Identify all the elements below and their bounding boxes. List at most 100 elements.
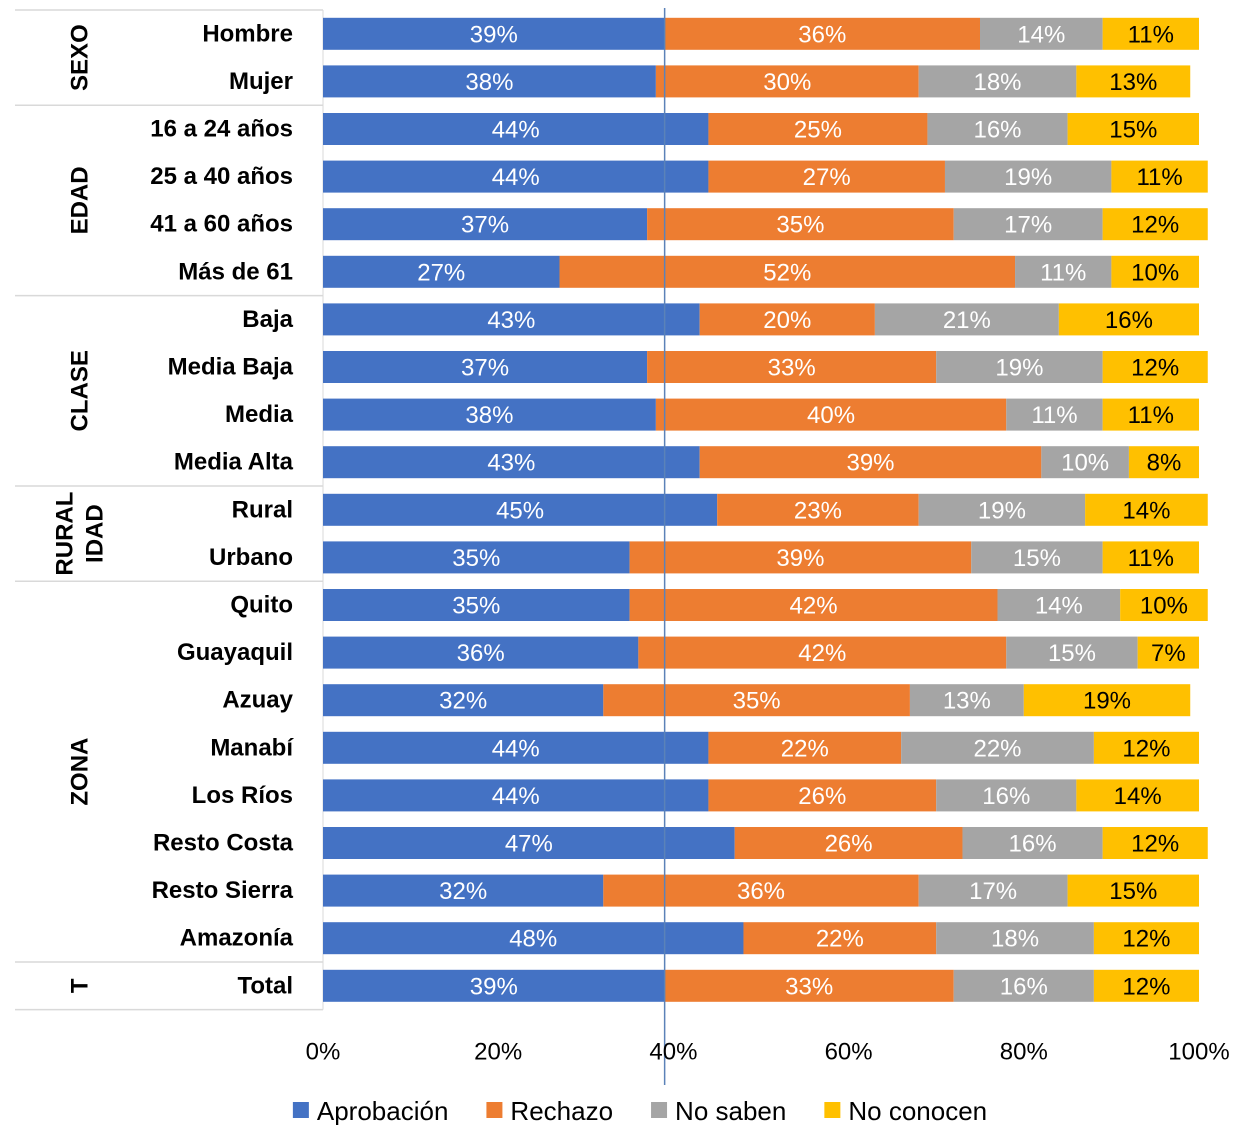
bar-rechazo-resto-costa — [734, 827, 963, 859]
data-label-no-saben-amazonia: 18% — [991, 926, 1039, 953]
data-label-aprobacion-mujer: 38% — [465, 69, 513, 96]
bar-no-saben-mujer — [918, 65, 1077, 98]
group-label-rural-idad-line-2: IDAD — [82, 504, 109, 563]
data-label-no-saben-media-alta: 10% — [1061, 450, 1109, 477]
bar-no-saben-amazonia — [936, 922, 1094, 955]
data-label-no-saben-25-a-40-anos: 19% — [1004, 164, 1052, 191]
data-label-aprobacion-rural: 45% — [496, 497, 544, 524]
data-label-aprobacion-media: 38% — [465, 402, 513, 429]
data-label-no-conocen-41-a-60-anos: 12% — [1131, 212, 1179, 239]
data-label-aprobacion-total: 39% — [470, 973, 518, 1000]
bar-no-conocen-quito — [1120, 589, 1208, 621]
data-label-rechazo-41-a-60-anos: 35% — [776, 212, 824, 239]
bar-no-conocen-mujer — [1076, 65, 1191, 98]
row-label-resto-sierra: Resto Sierra — [152, 877, 294, 904]
data-label-aprobacion-baja: 43% — [487, 307, 535, 334]
bar-aprobacion-amazonia — [323, 922, 744, 955]
row-label-hombre: Hombre — [202, 20, 293, 47]
bar-segments: 39% 36% 14% 11% 38% 30% 18% 13% 44% 25% 16% 15% 44% 2… — [323, 17, 1208, 1002]
bar-no-saben-rural — [918, 493, 1086, 526]
data-label-no-conocen-guayaquil: 7% — [1151, 640, 1186, 667]
bar-no-saben-los-rios — [936, 779, 1077, 812]
bar-aprobacion-resto-costa — [323, 827, 735, 859]
data-label-no-conocen-total: 12% — [1122, 973, 1170, 1000]
data-label-rechazo-25-a-40-anos: 27% — [803, 164, 851, 191]
data-label-rechazo-amazonia: 22% — [816, 926, 864, 953]
bar-aprobacion-rural — [323, 493, 718, 526]
row-label-guayaquil: Guayaquil — [177, 639, 293, 666]
row-label-manabi: Manabí — [210, 734, 294, 761]
bar-rechazo-baja — [699, 303, 875, 336]
bar-rechazo-media-alta — [699, 446, 1042, 479]
data-label-no-conocen-media: 11% — [1128, 402, 1174, 429]
bar-no-conocen-guayaquil — [1137, 636, 1199, 669]
group-label-t: T — [67, 978, 94, 993]
data-label-no-conocen-25-a-40-anos: 11% — [1136, 164, 1182, 191]
data-label-no-conocen-quito: 10% — [1140, 593, 1188, 620]
bar-no-conocen-urbano — [1102, 541, 1199, 574]
data-label-rechazo-los-rios: 26% — [798, 783, 846, 810]
data-label-aprobacion-resto-costa: 47% — [505, 831, 553, 858]
row-labels: Hombre Mujer 16 a 24 años 25 a 40 años 41 a … — [150, 20, 294, 999]
bar-aprobacion-total — [323, 969, 665, 1002]
data-label-no-conocen-16-a-24-anos: 15% — [1109, 117, 1157, 144]
x-tick-label: 0% — [306, 1039, 341, 1066]
data-label-no-conocen-media-alta: 8% — [1147, 450, 1182, 477]
data-label-rechazo-guayaquil: 42% — [798, 640, 846, 667]
data-label-no-conocen-manabi: 12% — [1122, 735, 1170, 762]
data-label-no-conocen-baja: 16% — [1105, 307, 1153, 334]
bar-no-saben-hombre — [980, 17, 1103, 50]
data-label-aprobacion-manabi: 44% — [492, 735, 540, 762]
bar-rechazo-quito — [629, 589, 998, 621]
data-label-aprobacion-azuay: 32% — [439, 688, 487, 715]
bar-rechazo-los-rios — [708, 779, 937, 812]
data-label-no-conocen-azuay: 19% — [1083, 688, 1131, 715]
row-label-baja: Baja — [242, 306, 293, 333]
row-label-mas-de-61: Más de 61 — [178, 258, 293, 285]
row-label-amazonia: Amazonía — [180, 925, 294, 952]
row-label-los-rios: Los Ríos — [192, 782, 293, 809]
bar-aprobacion-guayaquil — [323, 636, 639, 669]
bar-aprobacion-16-a-24-anos — [323, 113, 709, 145]
data-label-no-conocen-urbano: 11% — [1128, 545, 1174, 572]
bar-no-conocen-41-a-60-anos — [1102, 208, 1208, 241]
group-label-edad: EDAD — [67, 166, 94, 234]
row-label-media-baja: Media Baja — [168, 354, 294, 381]
legend-swatch-no-saben — [651, 1102, 668, 1118]
bar-no-saben-quito — [997, 589, 1121, 621]
legend-label-no-conocen: No conocen — [848, 1096, 987, 1125]
bar-no-saben-resto-sierra — [918, 874, 1068, 907]
bar-aprobacion-41-a-60-anos — [323, 208, 648, 241]
data-label-no-saben-16-a-24-anos: 16% — [973, 117, 1021, 144]
x-tick-label: 80% — [1000, 1039, 1048, 1066]
bar-rechazo-mas-de-61 — [559, 255, 1016, 288]
bar-rechazo-manabi — [708, 731, 902, 764]
data-label-no-saben-baja: 21% — [943, 307, 991, 334]
bar-aprobacion-hombre — [323, 17, 665, 50]
bar-aprobacion-media-baja — [323, 351, 648, 383]
data-label-no-conocen-los-rios: 14% — [1114, 783, 1162, 810]
data-label-no-saben-los-rios: 16% — [982, 783, 1030, 810]
data-label-aprobacion-resto-sierra: 32% — [439, 878, 487, 905]
x-tick-label: 100% — [1168, 1039, 1229, 1066]
data-label-rechazo-hombre: 36% — [798, 21, 846, 48]
bar-aprobacion-azuay — [323, 684, 604, 717]
data-label-no-conocen-resto-costa: 12% — [1131, 831, 1179, 858]
bar-no-saben-mas-de-61 — [1015, 255, 1112, 288]
bar-no-conocen-16-a-24-anos — [1067, 113, 1199, 145]
data-label-rechazo-resto-sierra: 36% — [737, 878, 785, 905]
row-label-mujer: Mujer — [229, 68, 293, 95]
bar-aprobacion-urbano — [323, 541, 630, 574]
bar-rechazo-media — [655, 398, 1007, 431]
bar-no-saben-16-a-24-anos — [927, 113, 1068, 145]
data-label-rechazo-mas-de-61: 52% — [763, 259, 811, 286]
data-label-no-saben-guayaquil: 15% — [1048, 640, 1096, 667]
row-label-25-a-40-anos: 25 a 40 años — [150, 163, 293, 190]
data-label-no-saben-manabi: 22% — [973, 735, 1021, 762]
bar-no-conocen-hombre — [1102, 17, 1199, 50]
data-label-aprobacion-media-alta: 43% — [487, 450, 535, 477]
bar-no-conocen-amazonia — [1093, 922, 1199, 955]
row-label-total: Total — [237, 972, 293, 999]
bar-no-saben-25-a-40-anos — [944, 160, 1112, 193]
